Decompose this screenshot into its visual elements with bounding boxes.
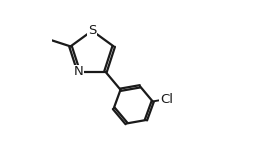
- Text: S: S: [88, 24, 96, 37]
- Text: N: N: [74, 65, 84, 78]
- Text: Cl: Cl: [160, 93, 173, 106]
